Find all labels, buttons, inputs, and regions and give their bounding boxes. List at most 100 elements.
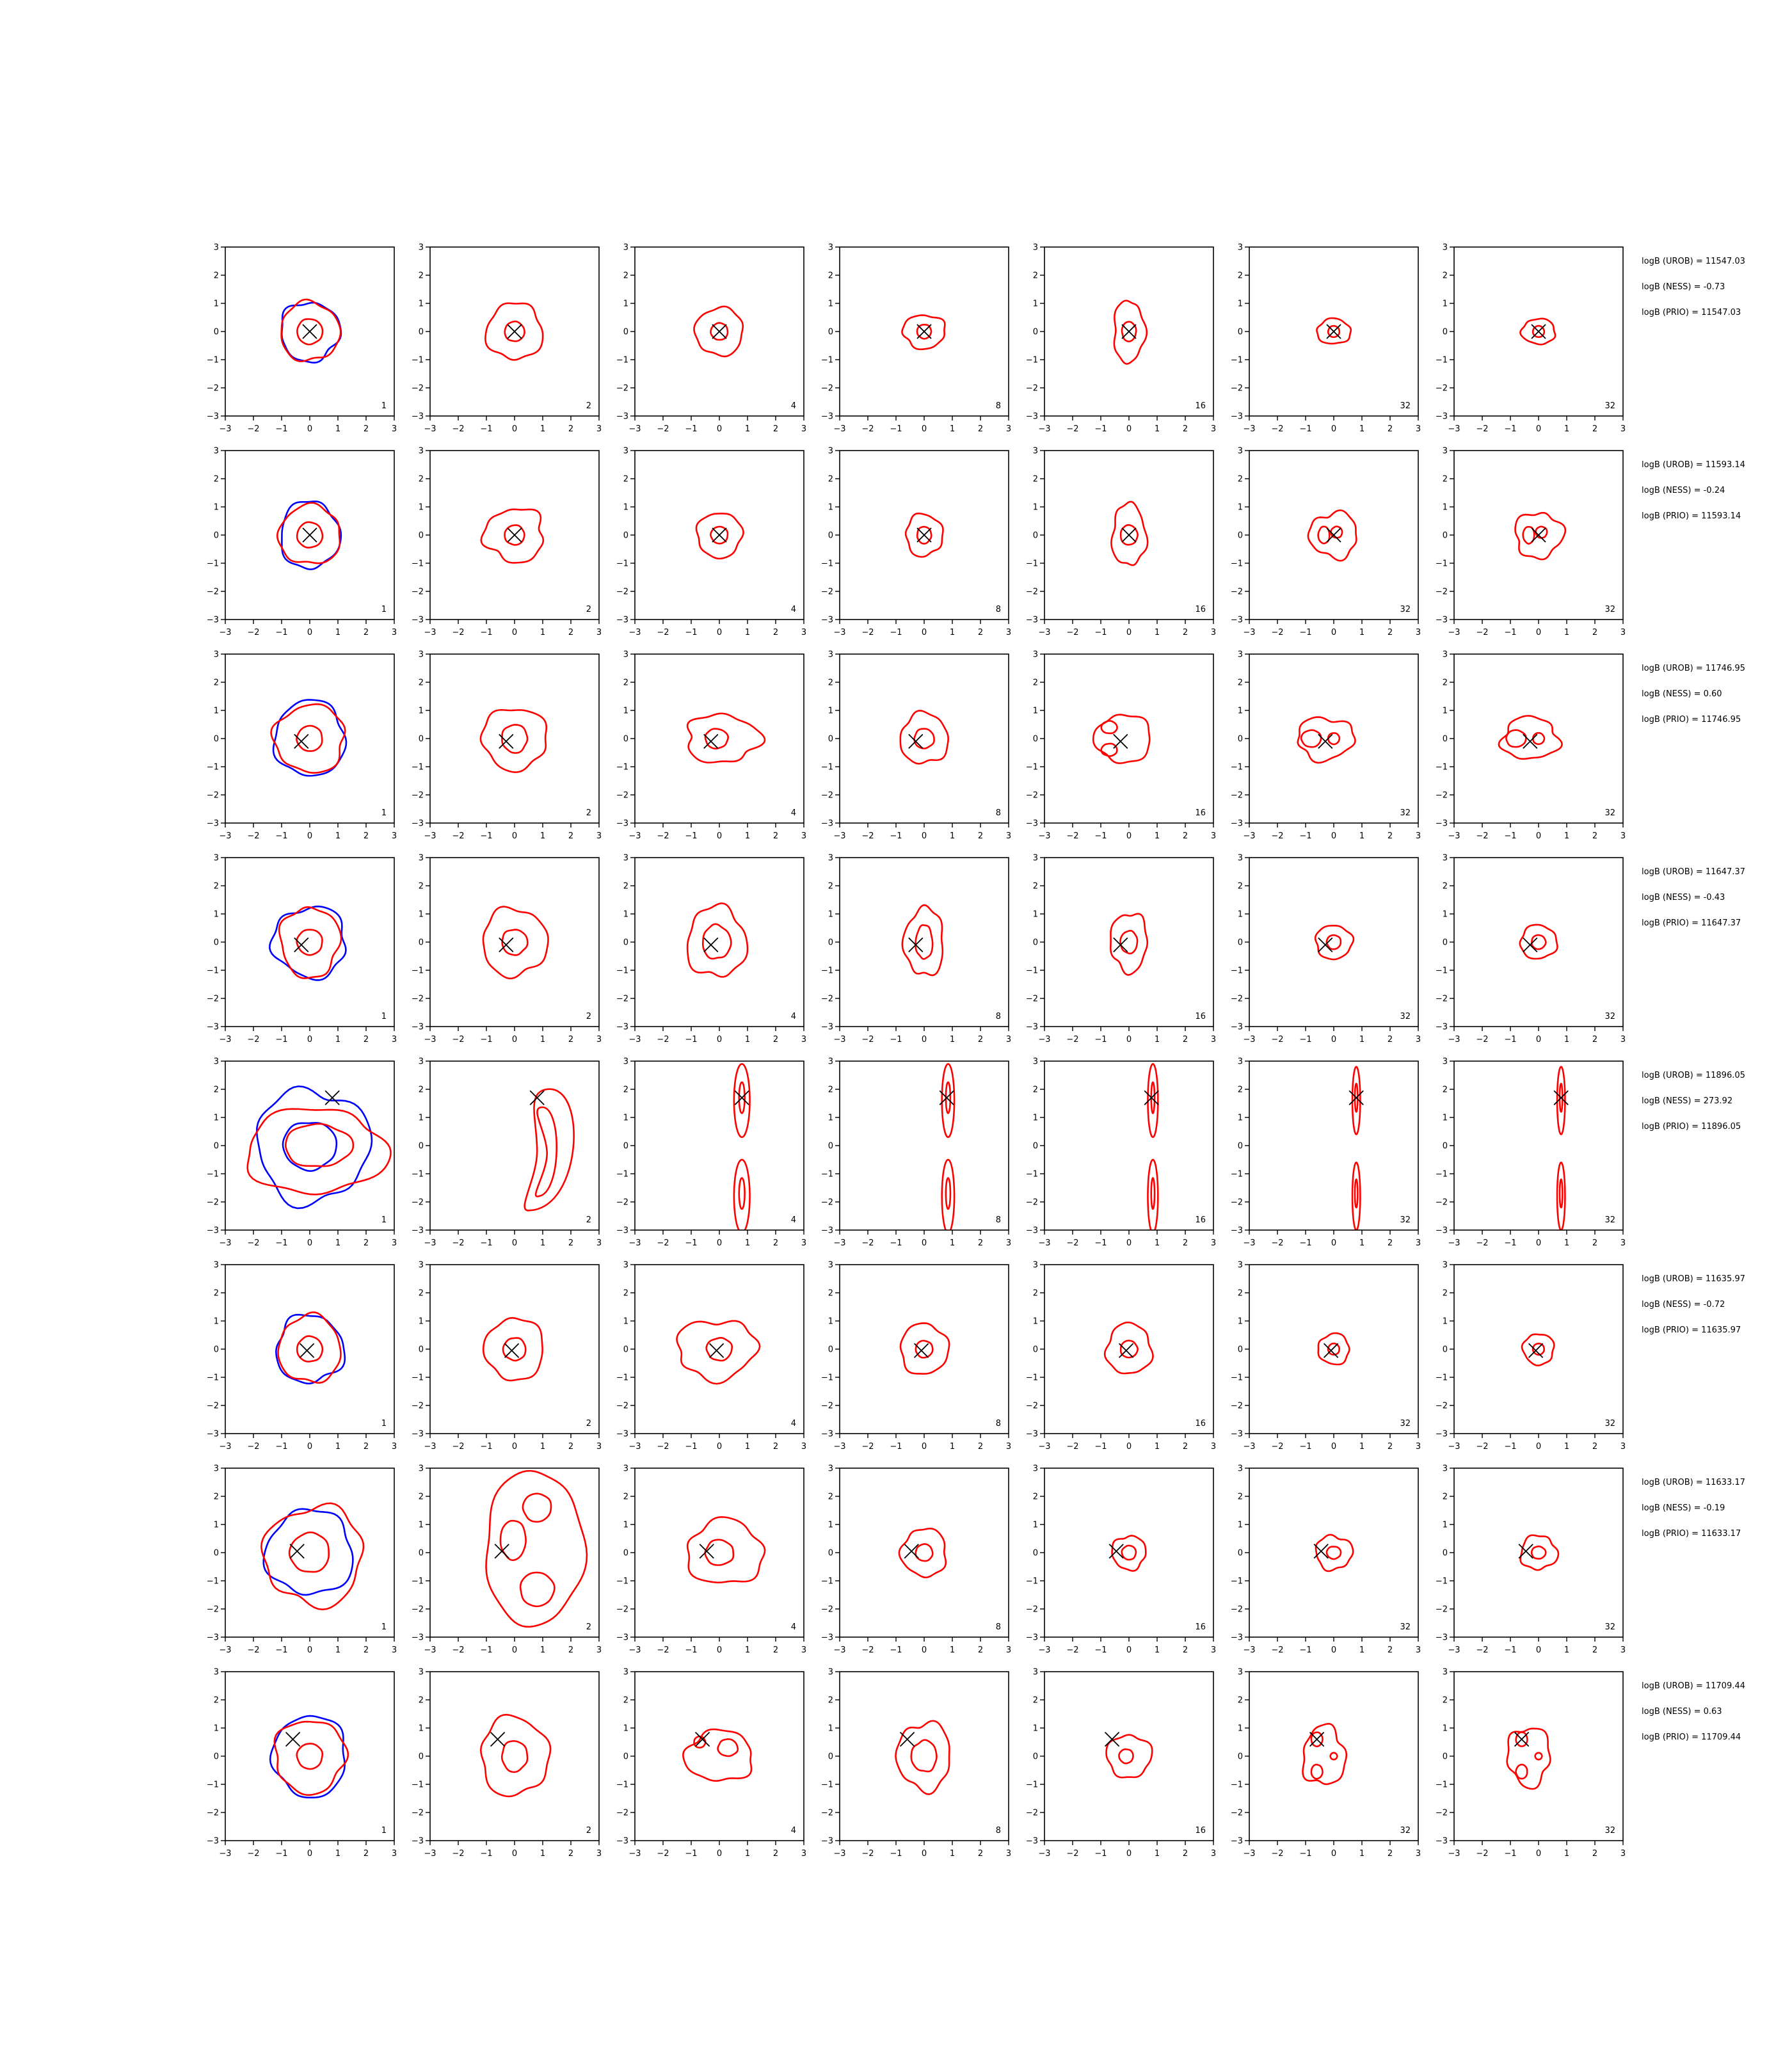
x-tick-label: −3 — [1038, 1238, 1050, 1248]
x-tick-label: −2 — [657, 424, 669, 434]
x-tick-label: −3 — [1038, 424, 1050, 434]
y-tick-label: −1 — [616, 1170, 628, 1180]
y-tick-label: 1 — [1443, 910, 1448, 920]
x-tick-label: −1 — [890, 1035, 902, 1044]
x-tick-label: −2 — [1476, 1035, 1488, 1044]
x-tick-label: 1 — [1359, 1238, 1364, 1248]
plot-area — [676, 1320, 761, 1385]
plot-area — [480, 508, 545, 564]
y-tick-label: −3 — [207, 412, 219, 422]
plot-area — [1111, 1535, 1147, 1572]
red-contour — [695, 513, 744, 560]
y-tick-label: 3 — [214, 1464, 219, 1474]
subplot-r6-c5: −3 −2 −1 0 1 2 3 −3 −2 −1 0 1 2 3 16 — [1026, 1261, 1216, 1452]
x-tick-label: −2 — [1476, 1442, 1488, 1452]
logb-annotation: logB (PRIO) = 11647.37 — [1642, 918, 1741, 928]
x-tick-label: −1 — [1504, 1645, 1516, 1655]
x-tick-label: 1 — [335, 1849, 340, 1859]
x-tick-label: −3 — [1448, 1645, 1460, 1655]
y-tick-label: 3 — [1443, 447, 1448, 456]
y-tick-label: −2 — [1231, 588, 1243, 597]
y-tick-label: −1 — [616, 356, 628, 365]
row-annotation-group: logB (UROB) = 11746.95 logB (NESS) = 0.60… — [1642, 664, 1745, 724]
x-tick-label: 1 — [1564, 1849, 1569, 1859]
x-tick-label: −3 — [628, 1645, 641, 1655]
y-tick-label: −3 — [616, 1226, 628, 1236]
y-tick-label: −3 — [207, 1837, 219, 1846]
logb-annotation: logB (NESS) = -0.72 — [1642, 1300, 1725, 1309]
x-tick-label: −3 — [1448, 424, 1460, 434]
red-contour — [686, 902, 749, 978]
subplot-r1-c5: −3 −2 −1 0 1 2 3 −3 −2 −1 0 1 2 3 16 — [1026, 243, 1216, 435]
red-contour — [738, 1177, 746, 1210]
y-tick-label: −1 — [821, 1170, 833, 1180]
y-tick-label: 3 — [419, 1668, 424, 1677]
blue-contour — [272, 699, 348, 777]
x-tick-label: 3 — [1006, 831, 1011, 841]
y-tick-label: 0 — [1238, 1549, 1243, 1558]
x-tick-label: 3 — [1416, 1238, 1421, 1248]
x-tick-label: −3 — [1243, 1645, 1255, 1655]
x-marker-stroke — [494, 1544, 509, 1559]
x-tick-label: −1 — [890, 1645, 902, 1655]
y-tick-label: −2 — [412, 1198, 424, 1208]
x-tick-label: −2 — [247, 1035, 259, 1044]
y-tick-label: −1 — [1026, 966, 1038, 976]
x-tick-label: 3 — [596, 628, 602, 637]
x-tick-label: 3 — [801, 831, 806, 841]
subplot-r4-c6: −3 −2 −1 0 1 2 3 −3 −2 −1 0 1 2 3 32 — [1231, 854, 1421, 1045]
subplot-r4-c1: −3 −2 −1 0 1 2 3 −3 −2 −1 0 1 2 3 1 — [207, 854, 397, 1045]
plot-area — [895, 1720, 950, 1795]
x-tick-label: −2 — [247, 424, 259, 434]
x-tick-label: −1 — [1299, 1849, 1311, 1859]
x-marker — [494, 1544, 509, 1559]
y-tick-label: 3 — [623, 1464, 628, 1474]
y-tick-label: 0 — [828, 735, 833, 744]
x-tick-label: 0 — [1331, 1645, 1336, 1655]
y-tick-label: 1 — [1033, 707, 1038, 716]
x-tick-label: −1 — [1094, 1442, 1107, 1452]
y-tick-label: 2 — [1443, 1492, 1448, 1502]
x-tick-label: 3 — [1211, 1238, 1216, 1248]
y-tick-label: −1 — [412, 356, 424, 365]
x-tick-label: 2 — [1388, 831, 1393, 841]
y-tick-label: −3 — [1026, 412, 1038, 422]
x-tick-label: 0 — [307, 628, 312, 637]
y-tick-label: −2 — [616, 1809, 628, 1818]
x-tick-label: −3 — [1243, 1035, 1255, 1044]
y-tick-label: 0 — [623, 1549, 628, 1558]
y-tick-label: 1 — [419, 1521, 424, 1530]
y-tick-label: −3 — [1436, 1226, 1448, 1236]
y-tick-label: −3 — [207, 1226, 219, 1236]
y-tick-label: 3 — [1238, 1668, 1243, 1677]
x-tick-label: −1 — [480, 1238, 492, 1248]
x-tick-label: 2 — [1183, 1442, 1188, 1452]
red-contour — [904, 512, 944, 558]
y-tick-label: −1 — [821, 356, 833, 365]
y-tick-label: 2 — [1443, 475, 1448, 484]
y-tick-label: −1 — [412, 1780, 424, 1790]
y-tick-label: 1 — [214, 1114, 219, 1123]
x-tick-label: −1 — [480, 1645, 492, 1655]
y-tick-label: 0 — [1443, 328, 1448, 337]
red-contour — [504, 524, 525, 546]
y-tick-label: 3 — [1033, 1464, 1038, 1474]
x-tick-label: 2 — [364, 628, 369, 637]
x-tick-label: 1 — [1155, 628, 1160, 637]
red-contour — [1506, 1727, 1551, 1790]
x-tick-label: −3 — [1243, 1442, 1255, 1452]
x-tick-label: −2 — [657, 1849, 669, 1859]
y-tick-label: 1 — [828, 1724, 833, 1734]
y-tick-label: 3 — [1443, 1261, 1448, 1270]
y-tick-label: −1 — [1026, 763, 1038, 772]
red-contour — [941, 1158, 956, 1230]
x-tick-label: 3 — [1211, 831, 1216, 841]
y-tick-label: 0 — [1443, 531, 1448, 541]
y-tick-label: −2 — [207, 1402, 219, 1411]
x-tick-label: −2 — [1066, 1035, 1078, 1044]
y-tick-label: −2 — [1436, 588, 1448, 597]
y-tick-label: −2 — [821, 384, 833, 394]
y-tick-label: −3 — [616, 819, 628, 829]
subplot-r7-c2: −3 −2 −1 0 1 2 3 −3 −2 −1 0 1 2 3 2 — [412, 1464, 602, 1656]
x-marker-stroke — [908, 937, 924, 953]
